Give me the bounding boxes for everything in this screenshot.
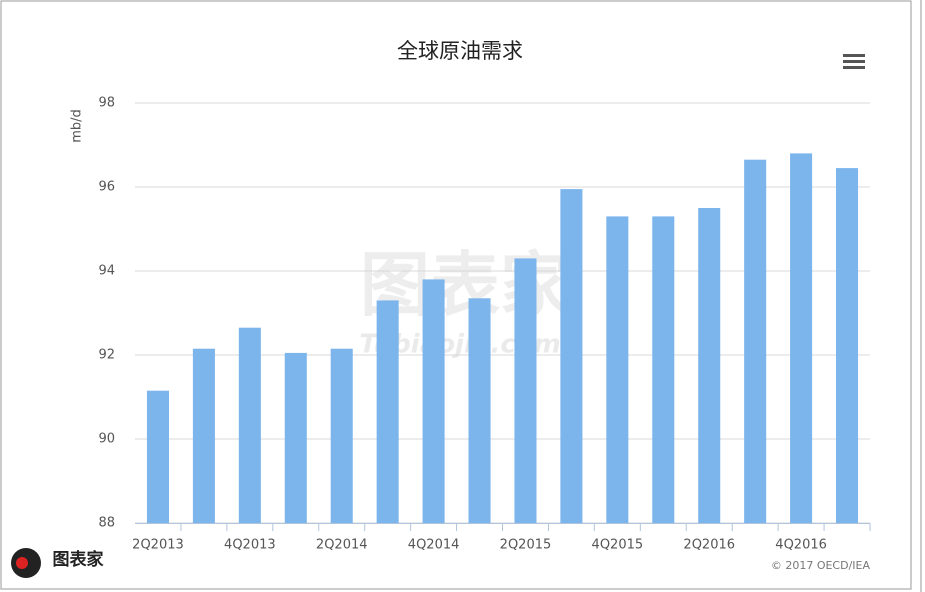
bar	[514, 258, 537, 523]
bar	[330, 348, 353, 523]
bar	[652, 216, 675, 523]
x-tick-label: 2Q2015	[500, 538, 552, 553]
logo-icon	[16, 557, 28, 569]
logo-url: Tubiaojia.com	[50, 571, 106, 580]
menu-button[interactable]	[843, 54, 865, 69]
menu-bar	[843, 66, 865, 69]
bar	[422, 279, 445, 523]
bar	[284, 352, 307, 523]
bar	[146, 390, 169, 523]
bar	[790, 153, 813, 523]
menu-bar	[843, 54, 865, 57]
y-tick-label: 88	[98, 516, 115, 531]
y-tick-label: 92	[98, 348, 115, 363]
logo-text: 图表家	[53, 549, 104, 570]
x-tick-label: 2Q2014	[316, 538, 368, 553]
credit: © 2017 OECD/IEA	[771, 559, 871, 572]
bar	[376, 300, 399, 523]
menu-bar	[843, 60, 865, 63]
y-axis-label: mb/d	[70, 109, 85, 143]
bar	[606, 216, 629, 523]
bar	[238, 327, 261, 523]
chart-title: 全球原油需求	[397, 39, 523, 63]
x-tick-label: 2Q2013	[132, 538, 184, 553]
x-tick-label: 4Q2013	[224, 538, 276, 553]
bar	[468, 298, 491, 523]
x-tick-label: 4Q2016	[775, 538, 827, 553]
bar	[192, 348, 215, 523]
x-tick-label: 2Q2016	[683, 538, 735, 553]
x-tick-label: 4Q2015	[592, 538, 644, 553]
y-tick-label: 98	[98, 96, 115, 111]
y-tick-label: 94	[98, 264, 115, 279]
y-tick-label: 90	[98, 432, 115, 447]
y-tick-label: 96	[98, 180, 115, 195]
x-tick-label: 4Q2014	[408, 538, 460, 553]
bar	[698, 208, 721, 523]
bar	[744, 159, 767, 523]
bar	[560, 189, 583, 523]
bar	[836, 168, 859, 523]
